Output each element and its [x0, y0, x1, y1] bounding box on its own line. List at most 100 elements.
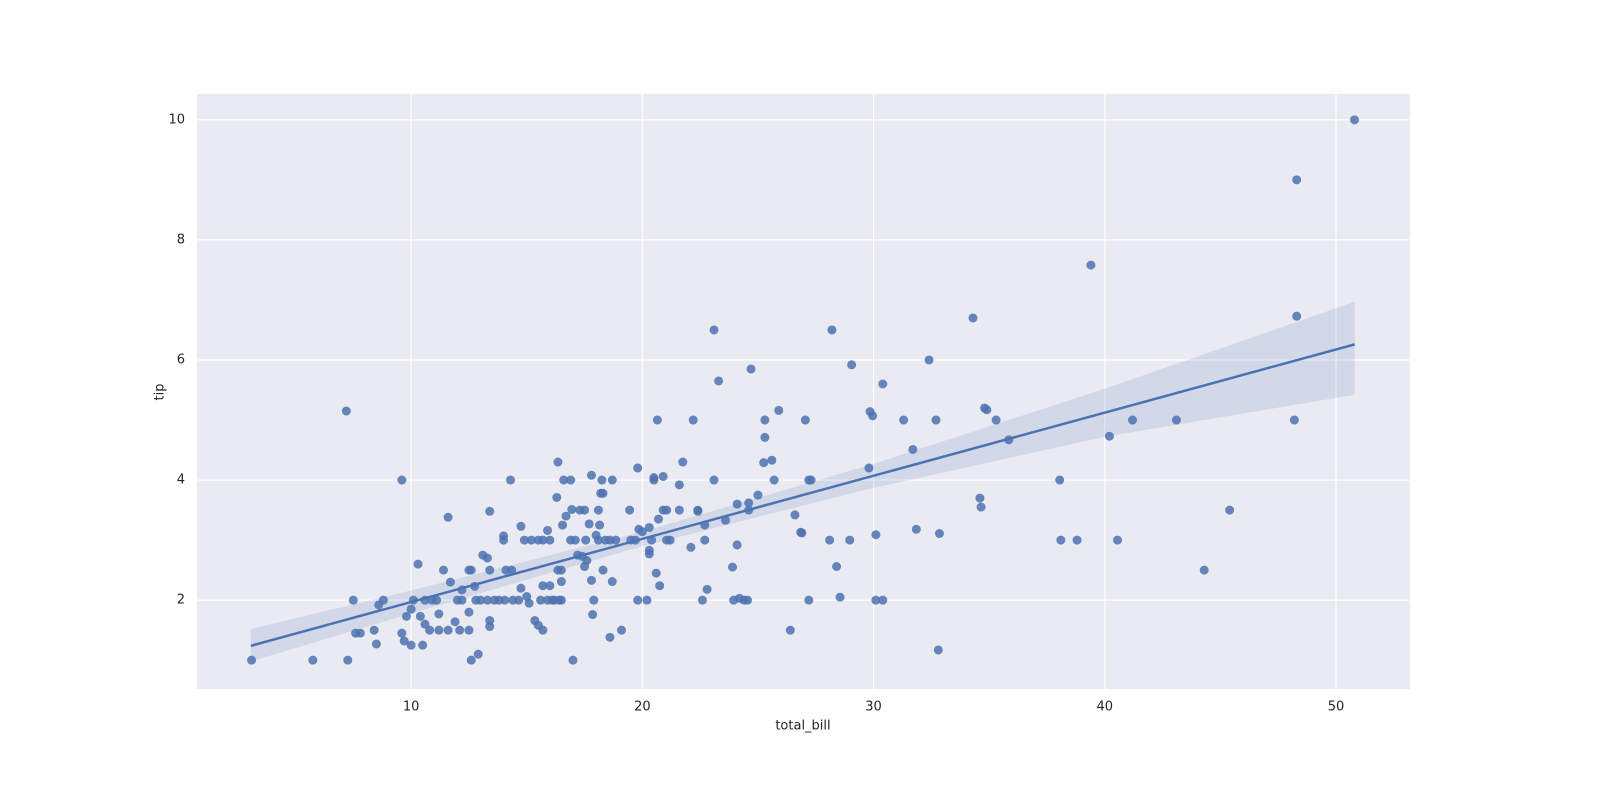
data-point [774, 405, 784, 415]
data-point [658, 471, 668, 481]
data-point [500, 595, 510, 605]
data-point [847, 360, 857, 370]
data-point [589, 595, 599, 605]
data-point [697, 595, 707, 605]
data-point [432, 595, 442, 605]
data-point [586, 575, 596, 585]
data-point [538, 625, 548, 635]
y-tick-label: 10 [168, 112, 185, 127]
data-point [835, 592, 845, 602]
data-point [633, 595, 643, 605]
data-point [785, 625, 795, 635]
data-point [413, 559, 423, 569]
y-tick-label: 2 [177, 593, 185, 608]
data-point [570, 535, 580, 545]
data-point [516, 521, 526, 531]
data-point [434, 625, 444, 635]
data-point [561, 511, 571, 521]
data-point [662, 505, 672, 515]
data-point [593, 535, 603, 545]
data-point [341, 406, 351, 416]
data-point [485, 622, 495, 632]
data-point [878, 379, 888, 389]
data-point [709, 475, 719, 485]
data-point [871, 595, 881, 605]
data-point [558, 520, 568, 530]
data-point [343, 655, 353, 665]
data-point [607, 475, 617, 485]
x-tick-label: 30 [865, 700, 882, 715]
x-axis-label: total_bill [775, 719, 830, 734]
data-point [605, 632, 615, 642]
data-point [443, 512, 453, 522]
data-point [800, 415, 810, 425]
data-point [714, 376, 724, 386]
data-point [499, 535, 509, 545]
data-point [506, 475, 516, 485]
x-tick-label: 20 [634, 700, 651, 715]
data-point [536, 595, 546, 605]
data-point [406, 604, 416, 614]
data-point [568, 655, 578, 665]
data-point [868, 411, 878, 421]
data-point [790, 510, 800, 520]
data-point [415, 611, 425, 621]
data-point [702, 584, 712, 594]
data-point [732, 540, 742, 550]
data-point [538, 581, 548, 591]
data-point [593, 505, 603, 515]
data-point [595, 520, 605, 530]
data-point [545, 581, 555, 591]
data-point [514, 595, 524, 605]
data-point [450, 617, 460, 627]
data-point [556, 565, 566, 575]
data-point [559, 475, 569, 485]
data-point [519, 535, 529, 545]
data-point [552, 492, 562, 502]
data-point [1104, 431, 1114, 441]
data-point [732, 499, 742, 509]
data-point [878, 595, 888, 605]
data-point [580, 505, 590, 515]
data-point [908, 444, 918, 454]
data-point [507, 565, 517, 575]
data-point [769, 475, 779, 485]
data-point [457, 595, 467, 605]
data-point [899, 415, 909, 425]
data-point [425, 625, 435, 635]
data-point [434, 609, 444, 619]
data-point [443, 625, 453, 635]
data-point [767, 455, 777, 465]
data-point [688, 415, 698, 425]
x-tick-label: 40 [1097, 700, 1114, 715]
data-point [378, 595, 388, 605]
data-point [516, 583, 526, 593]
data-point [369, 625, 379, 635]
data-point [406, 640, 416, 650]
data-point [399, 636, 409, 646]
data-point [693, 505, 703, 515]
data-point [1056, 535, 1066, 545]
y-tick-label: 6 [177, 352, 185, 367]
data-point [597, 475, 607, 485]
data-point [485, 565, 495, 575]
data-point [686, 542, 696, 552]
data-point [617, 625, 627, 635]
data-point [911, 524, 921, 534]
data-point [466, 655, 476, 665]
data-point [582, 556, 592, 566]
data-point [982, 405, 992, 415]
data-point [806, 475, 816, 485]
data-point [482, 553, 492, 563]
data-point [438, 565, 448, 575]
y-tick-label: 8 [177, 232, 185, 247]
data-point [825, 535, 835, 545]
data-point [864, 463, 874, 473]
data-point [655, 581, 665, 591]
data-point [1113, 535, 1123, 545]
data-point [598, 565, 608, 575]
data-point [633, 463, 643, 473]
data-point [538, 535, 548, 545]
data-point [674, 480, 684, 490]
